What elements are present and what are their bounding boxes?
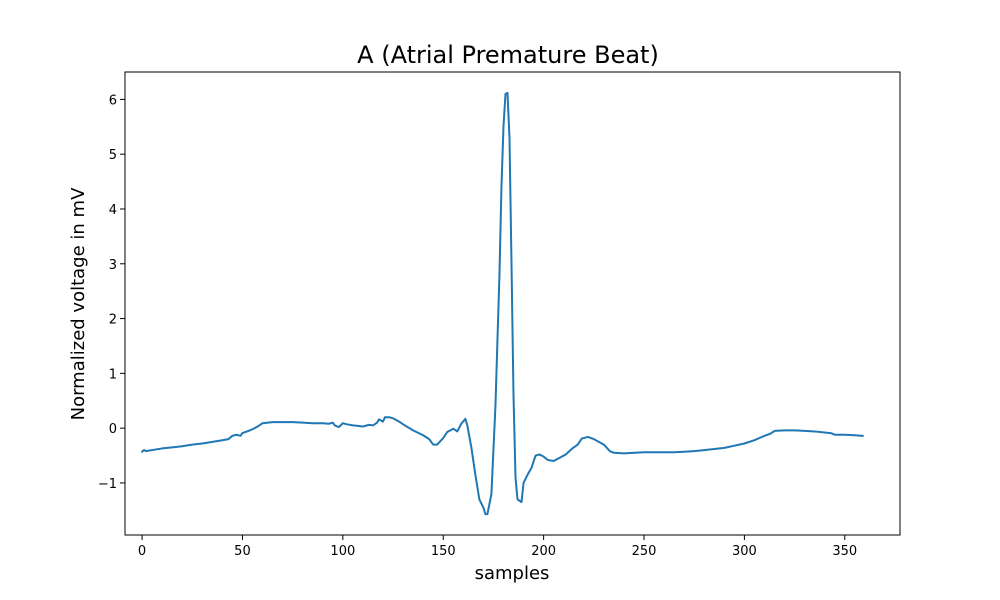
x-tick-label: 0	[138, 544, 146, 559]
y-tick-label: 3	[109, 258, 117, 273]
x-tick-label: 50	[234, 544, 251, 559]
y-tick-label: 2	[109, 313, 117, 328]
y-tick-label: 6	[109, 93, 117, 108]
ecg-series-line	[141, 91, 864, 516]
chart-title: A (Atrial Premature Beat)	[357, 41, 659, 69]
y-tick-label: 1	[109, 367, 117, 382]
x-axis-ticks: 0 50 100 150 200 250 300 350	[138, 535, 857, 559]
y-tick-label: −1	[98, 477, 117, 492]
y-tick-label: 5	[109, 148, 117, 163]
x-tick-label: 100	[330, 544, 355, 559]
plot-frame	[124, 71, 901, 536]
x-tick-label: 200	[531, 544, 556, 559]
x-axis-label: samples	[475, 563, 550, 584]
y-axis-ticks: −1 0 1 2 3 4 5 6	[98, 93, 125, 492]
x-tick-label: 300	[732, 544, 757, 559]
x-tick-label: 150	[431, 544, 456, 559]
y-tick-label: 4	[109, 203, 117, 218]
x-tick-label: 250	[632, 544, 657, 559]
x-tick-label: 350	[832, 544, 857, 559]
y-axis-label: Normalized voltage in mV	[68, 187, 89, 420]
y-tick-label: 0	[109, 422, 117, 437]
